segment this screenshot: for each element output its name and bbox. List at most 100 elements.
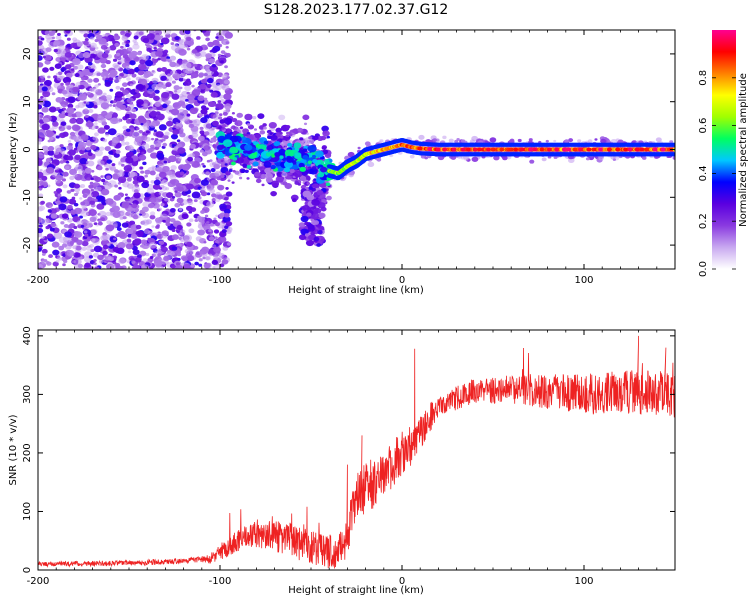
spectrogram-point xyxy=(204,131,210,136)
spectrogram-point xyxy=(234,170,240,175)
spectrogram-point xyxy=(187,156,194,162)
spectrogram-point xyxy=(292,164,299,170)
spectrogram-point xyxy=(185,183,191,189)
spectrogram-point xyxy=(149,197,157,203)
spectrogram-point xyxy=(125,93,131,98)
spectrogram-point xyxy=(87,193,93,198)
spectrogram-point xyxy=(184,85,192,92)
spectrogram-point xyxy=(55,174,64,181)
spectrogram-point xyxy=(286,156,294,163)
spectrogram-point xyxy=(156,113,165,121)
spectrogram-point xyxy=(253,128,258,131)
spectrogram-point xyxy=(171,93,180,100)
spectrogram-point xyxy=(224,106,231,111)
spectrogram-point xyxy=(151,137,155,141)
spectrogram-point xyxy=(100,71,109,78)
spectrogram-point xyxy=(38,228,44,234)
spectrogram-point xyxy=(184,30,191,35)
spectrogram-point xyxy=(161,138,166,142)
spectrogram-point xyxy=(85,160,90,164)
spectrogram-point xyxy=(125,65,131,70)
spectrogram-point xyxy=(313,220,320,225)
spectrogram-point xyxy=(299,137,304,141)
spectrogram-point xyxy=(541,157,547,162)
spectrogram-point xyxy=(186,47,191,51)
spectrogram-point xyxy=(170,108,180,116)
spectrogram-point xyxy=(166,100,171,104)
spectrogram-point xyxy=(193,245,199,250)
spectrogram-point xyxy=(129,113,137,120)
spectrogram-point xyxy=(66,37,71,41)
spectrogram-point xyxy=(41,106,49,113)
spectrogram-point xyxy=(293,142,302,149)
spectrogram-point xyxy=(172,129,180,135)
spectrogram-point xyxy=(72,173,78,178)
spectrogram-point xyxy=(183,41,189,45)
spectrogram-point xyxy=(127,250,132,254)
spectrogram-point xyxy=(308,186,313,190)
spectrogram-point xyxy=(42,67,49,73)
spectrogram-point xyxy=(100,118,107,123)
spectrogram-point xyxy=(222,111,228,116)
spectrogram-point xyxy=(200,105,207,110)
spectrogram-point xyxy=(122,216,127,220)
spectrogram-point xyxy=(52,249,60,256)
spectrogram-point xyxy=(213,217,217,220)
spectrogram-point xyxy=(111,205,120,213)
spectrogram-point xyxy=(117,57,126,64)
spectrogram-point xyxy=(81,147,86,151)
spectrogram-point xyxy=(105,60,111,65)
spectrogram-point xyxy=(167,116,173,121)
spectrogram-point xyxy=(126,97,134,104)
spectrogram-point xyxy=(93,104,98,109)
spectrogram-point xyxy=(144,136,151,142)
spectrogram-point xyxy=(94,46,99,50)
spectrogram-point xyxy=(179,237,186,242)
spectrogram-point xyxy=(142,161,147,166)
spectrogram-point xyxy=(323,159,330,164)
spectrogram-point xyxy=(187,194,191,198)
spectrogram-point xyxy=(79,157,88,165)
spectrogram-point xyxy=(200,187,206,192)
spectrogram-point xyxy=(266,145,273,151)
spectrogram-points xyxy=(38,30,675,269)
spectrogram-point xyxy=(209,233,214,237)
spectrogram-point xyxy=(55,35,62,40)
spectrogram-point xyxy=(150,180,155,184)
spectrogram-point xyxy=(91,228,98,235)
spectrogram-point xyxy=(84,30,90,34)
spectrogram-point xyxy=(205,107,209,111)
spectrogram-point xyxy=(146,47,152,52)
spectrogram-point xyxy=(79,30,85,33)
spectrogram-point xyxy=(364,141,371,146)
spectrogram-point xyxy=(175,262,181,266)
spectrogram-point xyxy=(171,228,176,233)
spectrogram-point xyxy=(47,146,55,152)
spectrogram-point xyxy=(270,190,277,197)
spectrogram-point xyxy=(190,263,195,268)
spectrogram-point xyxy=(200,179,209,186)
spectrogram-point xyxy=(98,210,107,218)
spectrogram-point xyxy=(169,55,176,61)
spectrogram-point xyxy=(260,173,268,180)
spectrogram-point xyxy=(131,161,138,167)
spectrogram-point xyxy=(145,130,150,134)
spectrogram-point xyxy=(172,102,182,109)
spectrogram-point xyxy=(125,243,134,250)
spectrogram-point xyxy=(137,63,147,71)
spectrogram-point xyxy=(242,128,249,134)
spectrogram-point xyxy=(568,138,574,143)
spectrogram-point xyxy=(181,213,189,220)
spectrogram-point xyxy=(61,89,68,95)
spectrogram-point xyxy=(70,240,75,245)
spectrogram-point xyxy=(140,239,148,245)
spectrogram-point xyxy=(104,81,112,87)
spectrogram-point xyxy=(149,214,156,220)
spectrogram-point xyxy=(279,131,283,135)
spectrogram-point xyxy=(214,236,218,239)
spectrogram-point xyxy=(56,106,61,110)
spectrogram-point xyxy=(225,221,233,227)
spectrogram-point xyxy=(79,84,85,90)
spectrogram-point xyxy=(186,113,191,117)
spectrogram-point xyxy=(119,104,126,110)
